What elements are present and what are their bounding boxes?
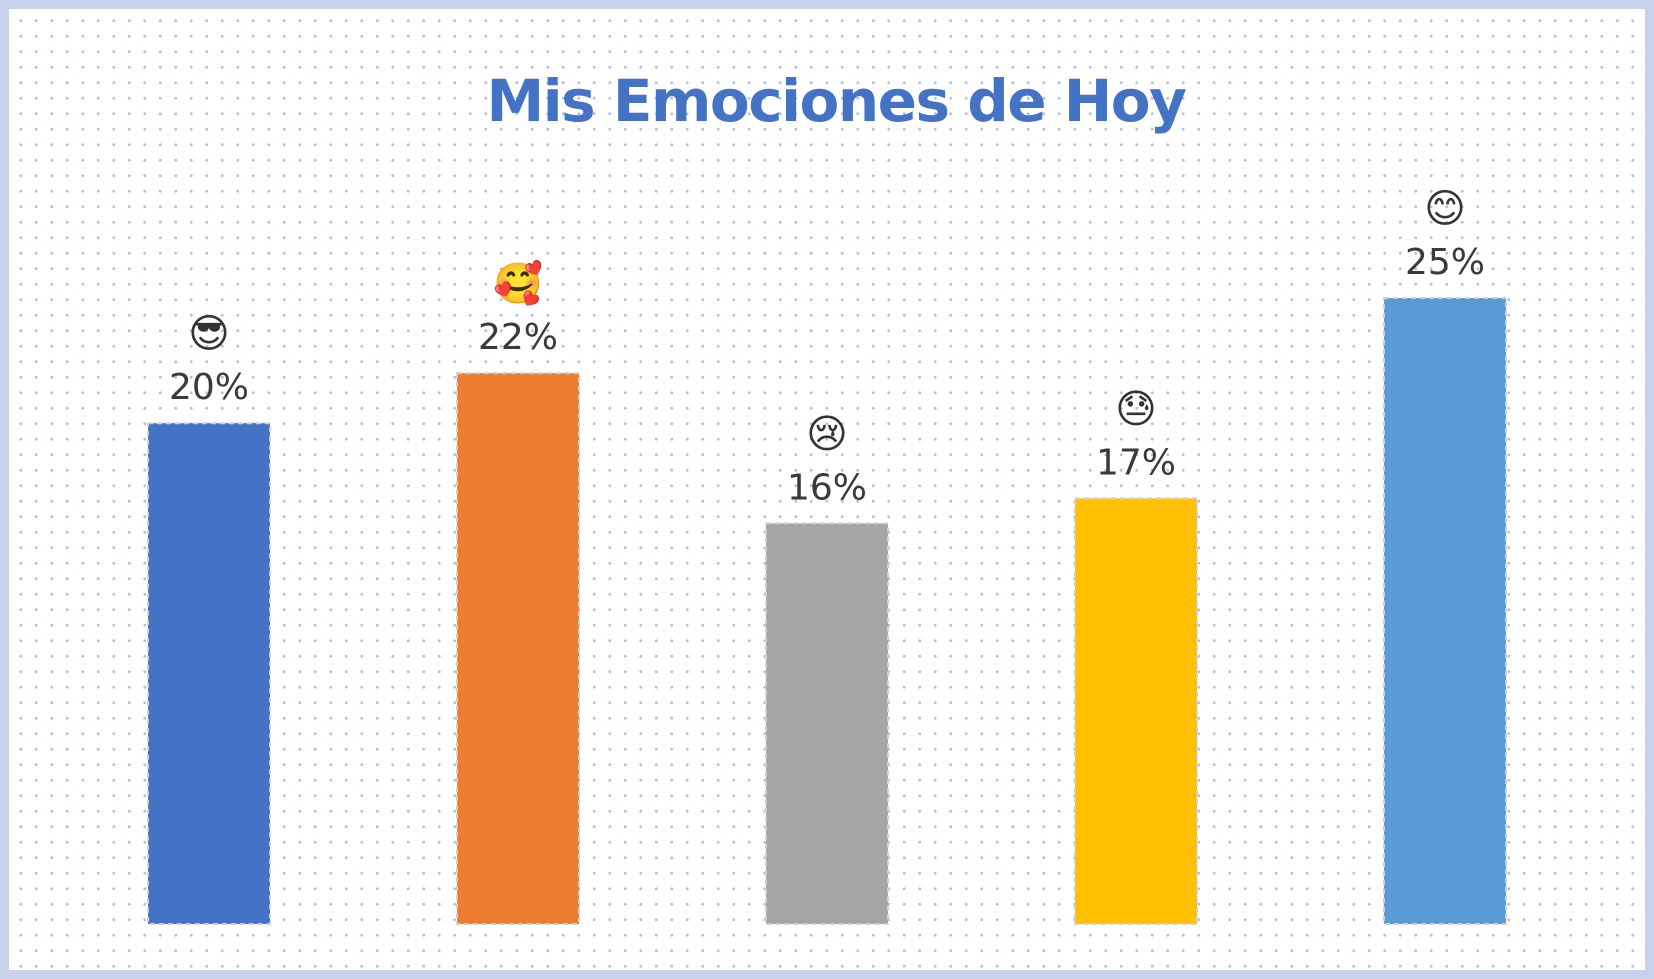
data-label-5: 25%	[1405, 242, 1485, 283]
category-emoji-1: 😎	[188, 311, 230, 357]
bar-4	[1074, 497, 1198, 925]
category-emoji-4: 😓	[1115, 386, 1157, 432]
bar-3	[765, 522, 889, 925]
data-label-2: 22%	[478, 317, 558, 358]
data-label-3: 16%	[787, 467, 867, 508]
category-emoji-5: 😊	[1424, 186, 1466, 232]
category-emoji-3: 😢	[806, 411, 848, 457]
data-label-4: 17%	[1096, 442, 1176, 483]
bar-1	[147, 422, 271, 925]
bar-5	[1383, 297, 1507, 925]
bar-2	[456, 372, 580, 925]
bar-chart: 20% 😎 22% 🥰 16% 😢 17% 😓 25% 😊	[147, 186, 1507, 925]
category-emoji-2: 🥰	[493, 259, 543, 307]
chart-title: Mis Emociones de Hoy	[486, 67, 1187, 135]
data-label-1: 20%	[169, 367, 249, 408]
